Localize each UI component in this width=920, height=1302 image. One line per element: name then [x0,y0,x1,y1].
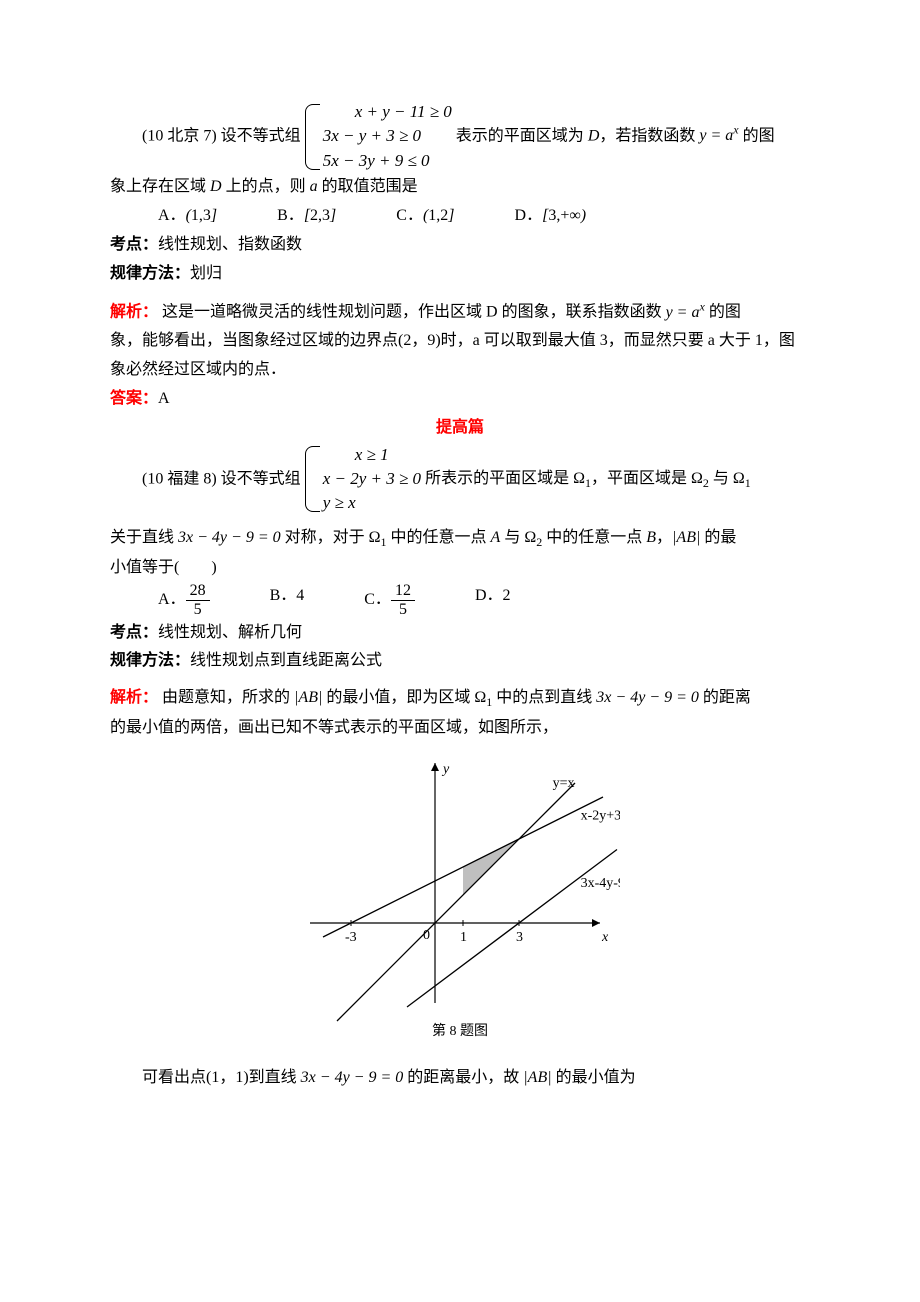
stem-after: 所表示的平面区域是 Ω1，平面区域是 Ω2 与 Ω1 [425,470,751,487]
stem-line3: 小值等于( ) [110,554,810,583]
options-row: A．(1,3] B．[2,3] C．(1,2] D．[3,+∞) [158,202,810,231]
stem-text: 设不等式组 [221,127,301,144]
kaodian-line: 考点：线性规划、解析几何 [110,619,810,648]
option-d: D．[3,+∞) [515,202,587,231]
section-title: 提高篇 [110,414,810,443]
guilv-line: 规律方法：线性规划点到直线距离公式 [110,647,810,676]
svg-text:x-2y+3=0: x-2y+3=0 [581,808,620,823]
source-label: (10 北京 7) [142,127,217,144]
diagram-svg: 0 -3 1 3 y=x x-2y+3=0 3x-4y-9=0 x y 第 8 题图 [300,753,620,1043]
option-b: B．4 [270,582,305,618]
svg-text:1: 1 [460,930,467,945]
svg-text:第 8 题图: 第 8 题图 [432,1022,488,1039]
option-d: D．2 [475,582,511,618]
diagram: 0 -3 1 3 y=x x-2y+3=0 3x-4y-9=0 x y 第 8 题图 [110,753,810,1054]
expr: y = ax [666,304,705,321]
jiexi-p2-after: 的距离最小，故 |AB| 的最小值为 [407,1069,635,1086]
problem-2: (10 福建 8) 设不等式组 x ≥ 1 x − 2y + 3 ≥ 0 y ≥… [110,443,810,1093]
stem-line2: 关于直线 3x − 4y − 9 = 0 对称，对于 Ω1 中的任意一点 A 与… [110,524,810,554]
jiexi-block: 解析： 这是一道略微灵活的线性规划问题，作出区域 D 的图象，联系指数函数 y … [110,296,810,327]
stem-line2: 象上存在区域 D 上的点，则 a 的取值范围是 [110,173,810,202]
option-a: A．(1,3] [158,202,217,231]
option-c: C．(1,2] [396,202,454,231]
kaodian-line: 考点：线性规划、指数函数 [110,231,810,260]
jiexi-p2: 可看出点(1，1)到直线 3x − 4y − 9 = 0 的距离最小，故 |AB… [110,1064,810,1093]
options-row: A．285 B．4 C．125 D．2 [158,582,810,618]
svg-text:3: 3 [516,930,523,945]
svg-text:y: y [441,762,450,777]
svg-text:0: 0 [423,928,430,943]
option-b: B．[2,3] [277,202,336,231]
source-label: (10 福建 8) [142,470,217,487]
jiexi-p1b: 的最小值的两倍，画出已知不等式表示的平面区域，如图所示， [110,714,810,743]
problem-stem: (10 福建 8) 设不等式组 x ≥ 1 x − 2y + 3 ≥ 0 y ≥… [110,443,810,516]
stem-text-after: 表示的平面区域为 D，若指数函数 y = ax 的图 [456,127,775,144]
svg-text:x: x [601,930,609,945]
svg-text:3x-4y-9=0: 3x-4y-9=0 [581,876,620,891]
problem-1: (10 北京 7) 设不等式组 x + y − 11 ≥ 0 3x − y + … [110,100,810,414]
daan-line: 答案：A [110,385,810,414]
option-a: A．285 [158,582,210,618]
svg-text:y=x: y=x [553,776,575,791]
jiexi-text: 由题意知，所求的 |AB| 的最小值，即为区域 Ω1 中的点到直线 3x − 4… [162,689,751,706]
jiexi-block: 解析： 由题意知，所求的 |AB| 的最小值，即为区域 Ω1 中的点到直线 3x… [110,684,810,714]
problem-stem: (10 北京 7) 设不等式组 x + y − 11 ≥ 0 3x − y + … [110,100,810,173]
option-c: C．125 [364,582,415,618]
jiexi-p2: 象，能够看出，当图象经过区域的边界点(2，9)时，a 可以取到最大值 3，而显然… [110,327,810,385]
svg-text:-3: -3 [345,930,357,945]
guilv-line: 规律方法：划归 [110,260,810,289]
inequality-system: x ≥ 1 x − 2y + 3 ≥ 0 y ≥ x [305,443,421,516]
inequality-system: x + y − 11 ≥ 0 3x − y + 3 ≥ 0 5x − 3y + … [305,100,452,173]
stem-text: 设不等式组 [221,470,301,487]
